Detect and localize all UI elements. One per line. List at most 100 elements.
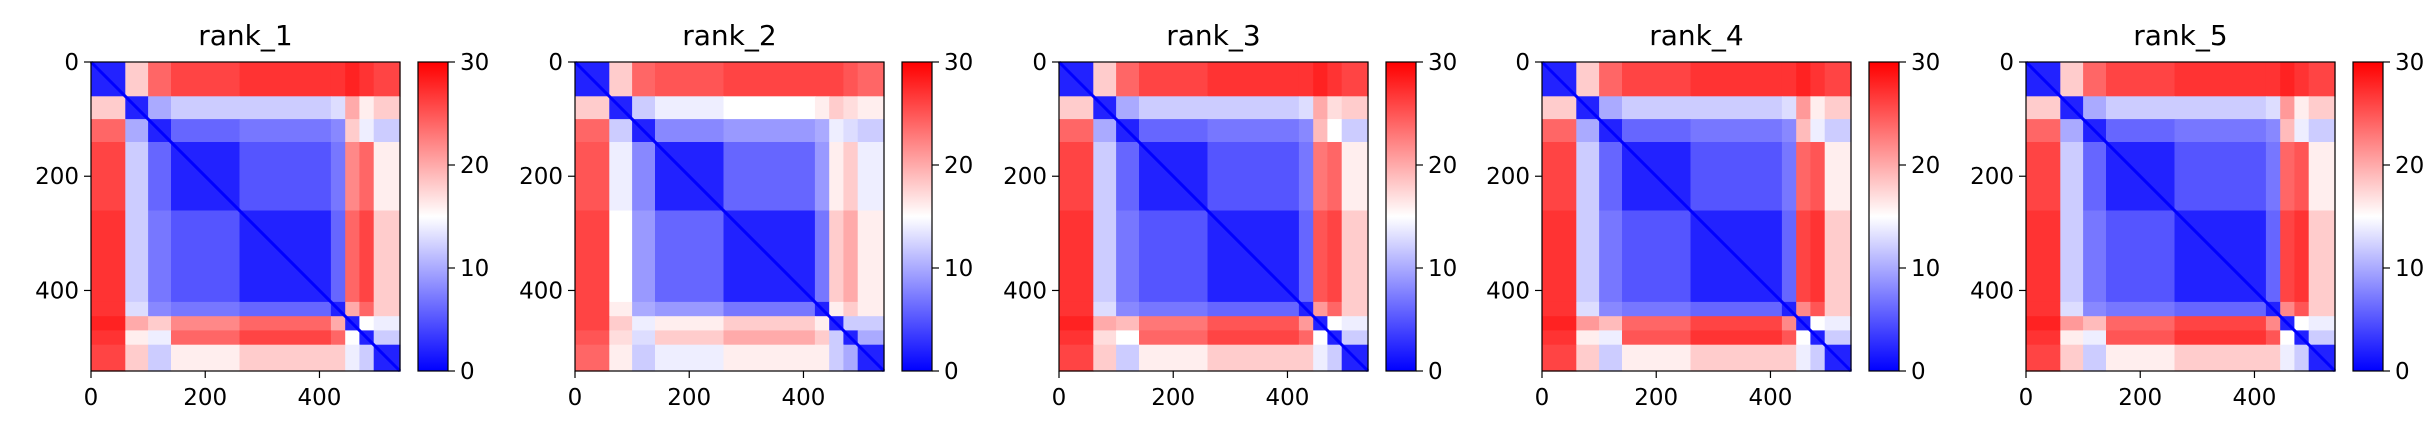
heatmap-cell bbox=[1298, 96, 1314, 120]
heatmap-cell bbox=[1313, 96, 1329, 120]
heatmap-cell bbox=[125, 316, 149, 332]
y-tick-label: 200 bbox=[519, 164, 563, 190]
heatmap-cell bbox=[1207, 96, 1300, 120]
colorbar-tick-label: 30 bbox=[460, 50, 489, 76]
heatmap-cell bbox=[1059, 301, 1094, 317]
heatmap-cell bbox=[1824, 142, 1852, 212]
heatmap-cell bbox=[2060, 301, 2084, 317]
heatmap-cell bbox=[345, 142, 361, 212]
heatmap-cell bbox=[1810, 344, 1826, 372]
heatmap-cell bbox=[330, 210, 346, 303]
heatmap-cell bbox=[239, 344, 332, 372]
heatmap-cell bbox=[814, 142, 830, 212]
heatmap-cell bbox=[2294, 62, 2310, 97]
heatmap-cell bbox=[1796, 142, 1812, 212]
heatmap-cell bbox=[1781, 142, 1797, 212]
heatmap-cell bbox=[148, 62, 172, 97]
heatmap-cell bbox=[1576, 344, 1600, 372]
heatmap-cell bbox=[2026, 344, 2061, 372]
heatmap-cell bbox=[148, 142, 172, 212]
heatmap-cell bbox=[1542, 142, 1577, 212]
heatmap-cell bbox=[1781, 96, 1797, 120]
heatmap-cell bbox=[1796, 96, 1812, 120]
heatmap-cells bbox=[575, 62, 885, 372]
heatmap-cell bbox=[373, 210, 401, 303]
heatmap-cell bbox=[857, 96, 885, 120]
heatmap-cell bbox=[655, 210, 725, 303]
heatmap-cell bbox=[1690, 316, 1783, 332]
heatmap-cell bbox=[1298, 210, 1314, 303]
heatmap-cell bbox=[723, 96, 816, 120]
heatmap-cell bbox=[2060, 344, 2084, 372]
heatmap-cell bbox=[1810, 119, 1826, 143]
x-tick-label: 0 bbox=[2019, 385, 2034, 411]
heatmap-cell bbox=[2174, 316, 2267, 332]
colorbar-tick-label: 20 bbox=[1911, 153, 1940, 179]
colorbar-tick-label: 10 bbox=[1911, 256, 1940, 282]
panel-title: rank_5 bbox=[2133, 19, 2227, 52]
heatmap-cell bbox=[171, 96, 241, 120]
y-tick-label: 400 bbox=[1970, 278, 2014, 304]
x-tick-label: 400 bbox=[2233, 385, 2277, 411]
heatmap-cell bbox=[843, 316, 859, 332]
heatmap-cell bbox=[345, 210, 361, 303]
heatmap-cell bbox=[1313, 142, 1329, 212]
heatmap-cell bbox=[2265, 119, 2281, 143]
heatmap-diagonal bbox=[1057, 60, 1370, 373]
heatmap-cell bbox=[2106, 210, 2176, 303]
heatmap-cell bbox=[1139, 96, 1209, 120]
panel-4: rank_4 0 200 400 0 200 400 0 10 20 30 bbox=[1486, 19, 1940, 411]
heatmap-cell bbox=[1327, 142, 1343, 212]
heatmap-cell bbox=[359, 62, 375, 97]
panel-2: rank_2 0 200 400 0 200 400 0 10 20 30 bbox=[519, 19, 973, 411]
colorbar bbox=[417, 61, 449, 372]
heatmap-cell bbox=[2083, 210, 2107, 303]
heatmap-cell bbox=[1690, 142, 1783, 212]
heatmap-cell bbox=[330, 142, 346, 212]
heatmap-cell bbox=[1810, 301, 1826, 317]
heatmap-cell bbox=[148, 301, 172, 317]
heatmap-cell bbox=[1690, 62, 1783, 97]
heatmap-cell bbox=[2294, 316, 2310, 332]
heatmap-cell bbox=[1059, 330, 1094, 346]
heatmap-cell bbox=[1690, 344, 1783, 372]
heatmap-cell bbox=[632, 62, 656, 97]
heatmap-cell bbox=[723, 330, 816, 346]
heatmap-cell bbox=[1313, 330, 1329, 346]
heatmap-cell bbox=[1093, 210, 1117, 303]
heatmap-cell bbox=[2174, 344, 2267, 372]
heatmap-cell bbox=[655, 62, 725, 97]
heatmap-cell bbox=[609, 344, 633, 372]
heatmap-cell bbox=[632, 301, 656, 317]
heatmap-cell bbox=[2280, 96, 2296, 120]
heatmap-cell bbox=[91, 330, 126, 346]
heatmap-cell bbox=[632, 142, 656, 212]
heatmap-cell bbox=[2308, 316, 2336, 332]
heatmap-cell bbox=[1059, 316, 1094, 332]
heatmap-cell bbox=[345, 119, 361, 143]
axes-frame bbox=[2025, 61, 2336, 372]
heatmap-cell bbox=[857, 119, 885, 143]
colorbar-tick-label: 20 bbox=[1428, 153, 1457, 179]
heatmap-cell bbox=[1796, 210, 1812, 303]
heatmap-cell bbox=[2294, 210, 2310, 303]
heatmap-cell bbox=[345, 96, 361, 120]
heatmap-cell bbox=[2026, 96, 2061, 120]
heatmap-cell bbox=[1542, 316, 1577, 332]
colorbar bbox=[901, 61, 933, 372]
heatmap-cell bbox=[575, 142, 610, 212]
x-tick-label: 200 bbox=[1634, 385, 1678, 411]
heatmap-cell bbox=[2280, 142, 2296, 212]
heatmap-cell bbox=[2308, 210, 2336, 303]
heatmap-cell bbox=[655, 119, 725, 143]
colorbar-tick-label: 30 bbox=[2395, 50, 2424, 76]
heatmap-cell bbox=[2308, 96, 2336, 120]
heatmap-cell bbox=[345, 62, 361, 97]
heatmap-cell bbox=[171, 62, 241, 97]
x-tick-label: 0 bbox=[1052, 385, 1067, 411]
heatmap-cell bbox=[2308, 330, 2336, 346]
heatmap-cell bbox=[1298, 344, 1314, 372]
heatmap-cell bbox=[373, 301, 401, 317]
heatmap-cell bbox=[171, 119, 241, 143]
